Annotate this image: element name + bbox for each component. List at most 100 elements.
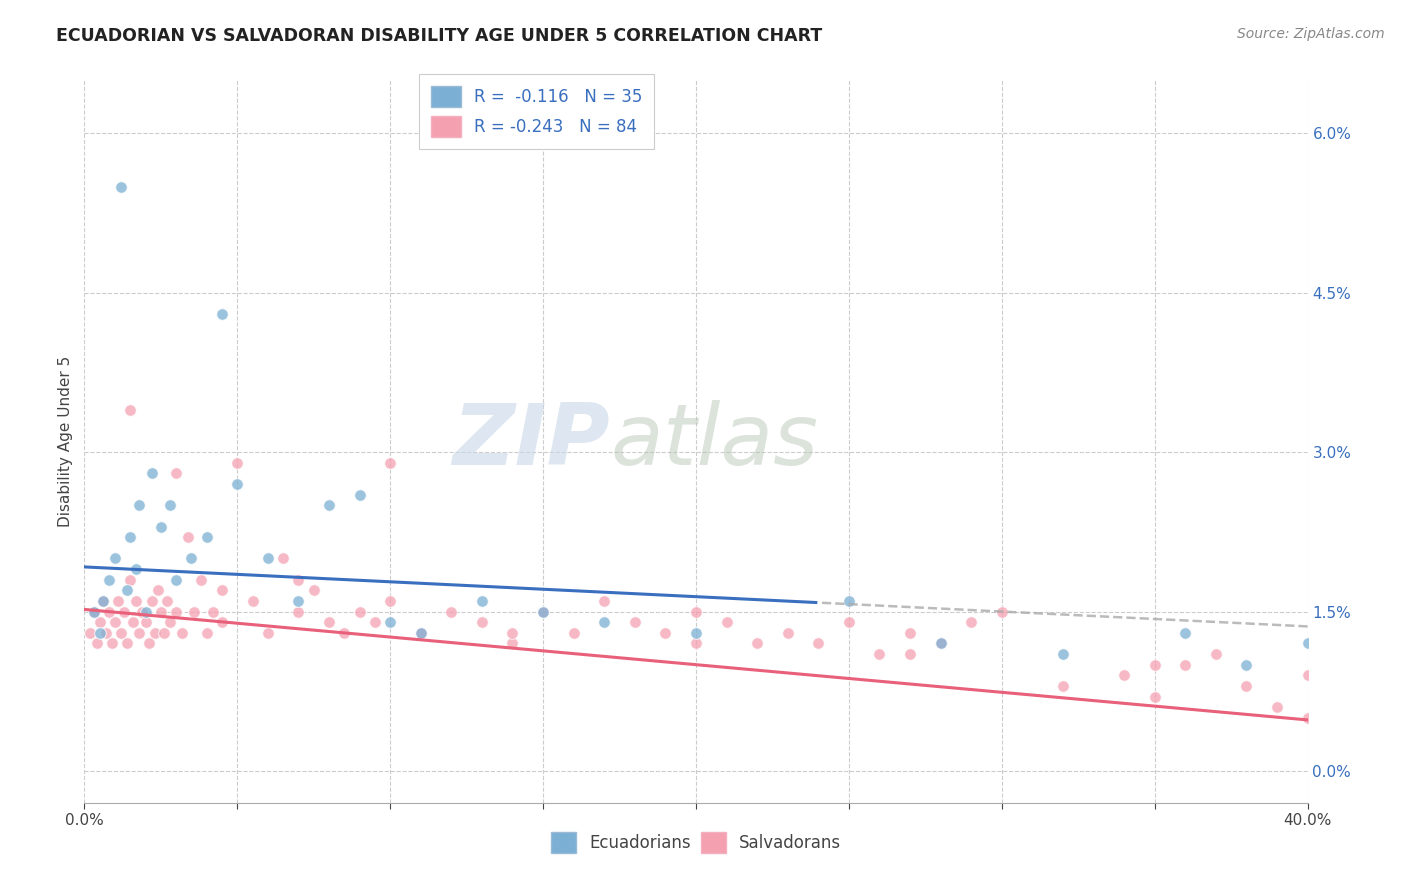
Point <box>685 636 707 650</box>
Point <box>1143 690 1166 704</box>
Point <box>211 307 233 321</box>
Point <box>531 605 554 619</box>
Point <box>349 605 371 619</box>
Point <box>177 530 200 544</box>
Point <box>183 605 205 619</box>
Point <box>83 605 105 619</box>
Point <box>960 615 983 630</box>
Point <box>86 636 108 650</box>
Point <box>131 605 153 619</box>
Point <box>685 625 707 640</box>
Point <box>271 551 294 566</box>
Point <box>471 594 494 608</box>
Point <box>97 573 120 587</box>
Point <box>159 498 181 512</box>
Point <box>1236 679 1258 693</box>
Point <box>287 605 309 619</box>
Point <box>302 583 325 598</box>
Point <box>807 636 830 650</box>
Point <box>380 615 402 630</box>
Point <box>440 605 463 619</box>
Point <box>1296 711 1319 725</box>
Point <box>112 605 135 619</box>
Point <box>94 625 117 640</box>
Point <box>318 615 340 630</box>
Point <box>149 519 172 533</box>
Point <box>654 625 676 640</box>
Point <box>593 594 616 608</box>
Point <box>153 625 176 640</box>
Point <box>287 594 309 608</box>
Point <box>257 551 280 566</box>
Point <box>165 573 187 587</box>
Point <box>141 467 163 481</box>
Point <box>97 605 120 619</box>
Point <box>195 625 218 640</box>
Point <box>125 562 148 576</box>
Point <box>79 625 101 640</box>
Point <box>1296 636 1319 650</box>
Point <box>135 605 157 619</box>
Point <box>120 573 142 587</box>
Point <box>104 615 127 630</box>
Point <box>364 615 387 630</box>
Point <box>165 605 187 619</box>
Point <box>593 615 616 630</box>
Point <box>318 498 340 512</box>
Point <box>120 402 142 417</box>
Point <box>122 615 145 630</box>
Text: atlas: atlas <box>610 400 818 483</box>
Point <box>409 625 432 640</box>
Point <box>159 615 181 630</box>
Point <box>838 594 860 608</box>
Point <box>502 625 524 640</box>
Point <box>349 488 371 502</box>
Point <box>226 477 249 491</box>
Point <box>333 625 356 640</box>
Point <box>156 594 179 608</box>
Point <box>1296 668 1319 682</box>
Point <box>211 615 233 630</box>
Point <box>502 636 524 650</box>
Point <box>172 625 194 640</box>
Y-axis label: Disability Age Under 5: Disability Age Under 5 <box>58 356 73 527</box>
Point <box>107 594 129 608</box>
Point <box>226 456 249 470</box>
Point <box>128 625 150 640</box>
Legend: Ecuadorians, Salvadorans: Ecuadorians, Salvadorans <box>544 826 848 860</box>
Point <box>380 594 402 608</box>
Point <box>471 615 494 630</box>
Point <box>115 636 138 650</box>
Point <box>141 594 163 608</box>
Point <box>143 625 166 640</box>
Point <box>838 615 860 630</box>
Point <box>104 551 127 566</box>
Point <box>1052 679 1074 693</box>
Point <box>165 467 187 481</box>
Point <box>89 615 111 630</box>
Text: Source: ZipAtlas.com: Source: ZipAtlas.com <box>1237 27 1385 41</box>
Point <box>287 573 309 587</box>
Point <box>91 594 114 608</box>
Point <box>89 625 111 640</box>
Point <box>747 636 769 650</box>
Point <box>146 583 169 598</box>
Point <box>115 583 138 598</box>
Point <box>211 583 233 598</box>
Point <box>991 605 1014 619</box>
Point <box>135 615 157 630</box>
Point <box>685 605 707 619</box>
Point <box>195 530 218 544</box>
Point <box>110 625 132 640</box>
Point <box>409 625 432 640</box>
Point <box>149 605 172 619</box>
Point <box>125 594 148 608</box>
Point <box>180 551 202 566</box>
Point <box>1174 657 1197 672</box>
Point <box>531 605 554 619</box>
Point <box>190 573 212 587</box>
Point <box>929 636 952 650</box>
Point <box>898 647 921 661</box>
Point <box>562 625 585 640</box>
Text: ECUADORIAN VS SALVADORAN DISABILITY AGE UNDER 5 CORRELATION CHART: ECUADORIAN VS SALVADORAN DISABILITY AGE … <box>56 27 823 45</box>
